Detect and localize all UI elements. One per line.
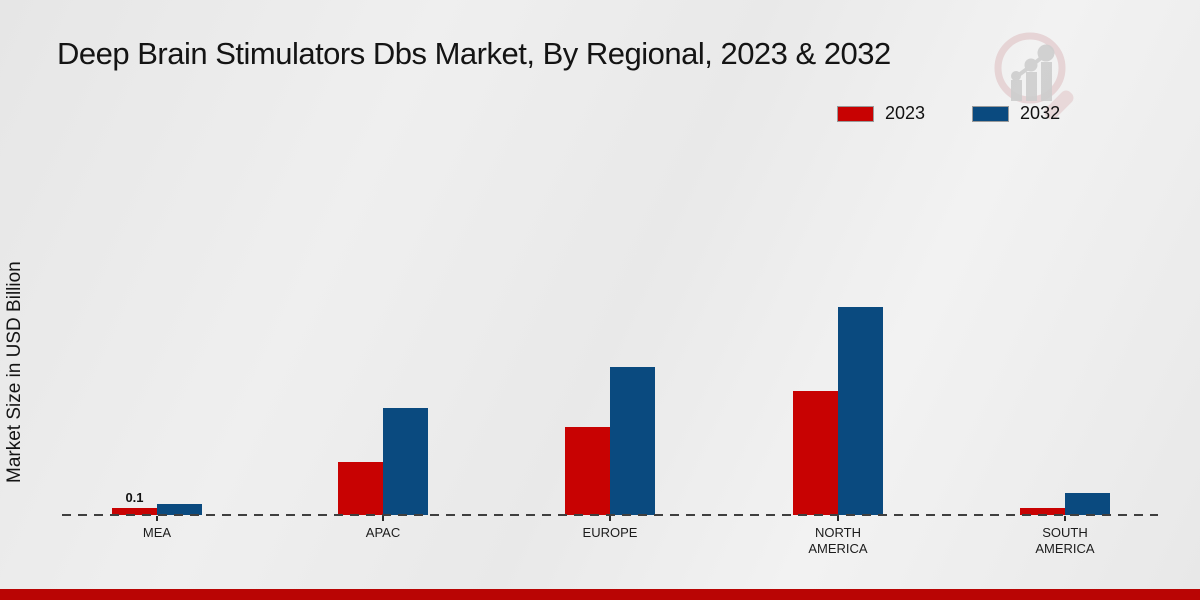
x-axis-tick-north-america — [837, 516, 839, 521]
bar-2023-apac — [338, 462, 383, 515]
bar-2023-europe — [565, 426, 610, 515]
bar-2032-mea — [157, 503, 202, 515]
x-axis-label-mea: MEA — [142, 525, 172, 540]
bar-2023-north-america — [793, 390, 838, 515]
x-axis-tick-south-america — [1064, 516, 1066, 521]
bar-2032-north-america — [838, 307, 883, 515]
x-axis-label-north-america: NORTH AMERICA — [808, 525, 868, 556]
bar-2023-mea — [112, 508, 157, 515]
legend: 2023 2032 — [837, 103, 1060, 124]
legend-label-2032: 2032 — [1020, 103, 1061, 123]
footer-strip — [0, 589, 1200, 600]
legend-swatch-2023 — [837, 105, 874, 122]
chart-title: Deep Brain Stimulators Dbs Market, By Re… — [57, 36, 891, 71]
legend-swatch-2032 — [972, 105, 1010, 122]
x-axis-tick-mea — [156, 516, 158, 521]
legend-item-2032: 2032 — [972, 103, 1060, 124]
x-axis-baseline — [62, 514, 1158, 516]
x-axis-label-apac: APAC — [365, 525, 401, 540]
bar-2032-south-america — [1065, 492, 1110, 515]
legend-label-2023: 2023 — [885, 103, 926, 123]
bar-2023-south-america — [1020, 508, 1065, 515]
x-axis-label-south-america: SOUTH AMERICA — [1035, 525, 1095, 556]
legend-item-2023: 2023 — [837, 103, 925, 124]
bar-2032-apac — [383, 407, 428, 515]
magnifier-bar-chart-logo-icon — [994, 32, 1074, 120]
bar-2032-europe — [610, 366, 655, 515]
x-axis-tick-apac — [382, 516, 384, 521]
x-axis-tick-europe — [609, 516, 611, 521]
x-axis-label-europe: EUROPE — [582, 525, 638, 540]
bar-value-label-mea-2023: 0.1 — [125, 490, 144, 506]
